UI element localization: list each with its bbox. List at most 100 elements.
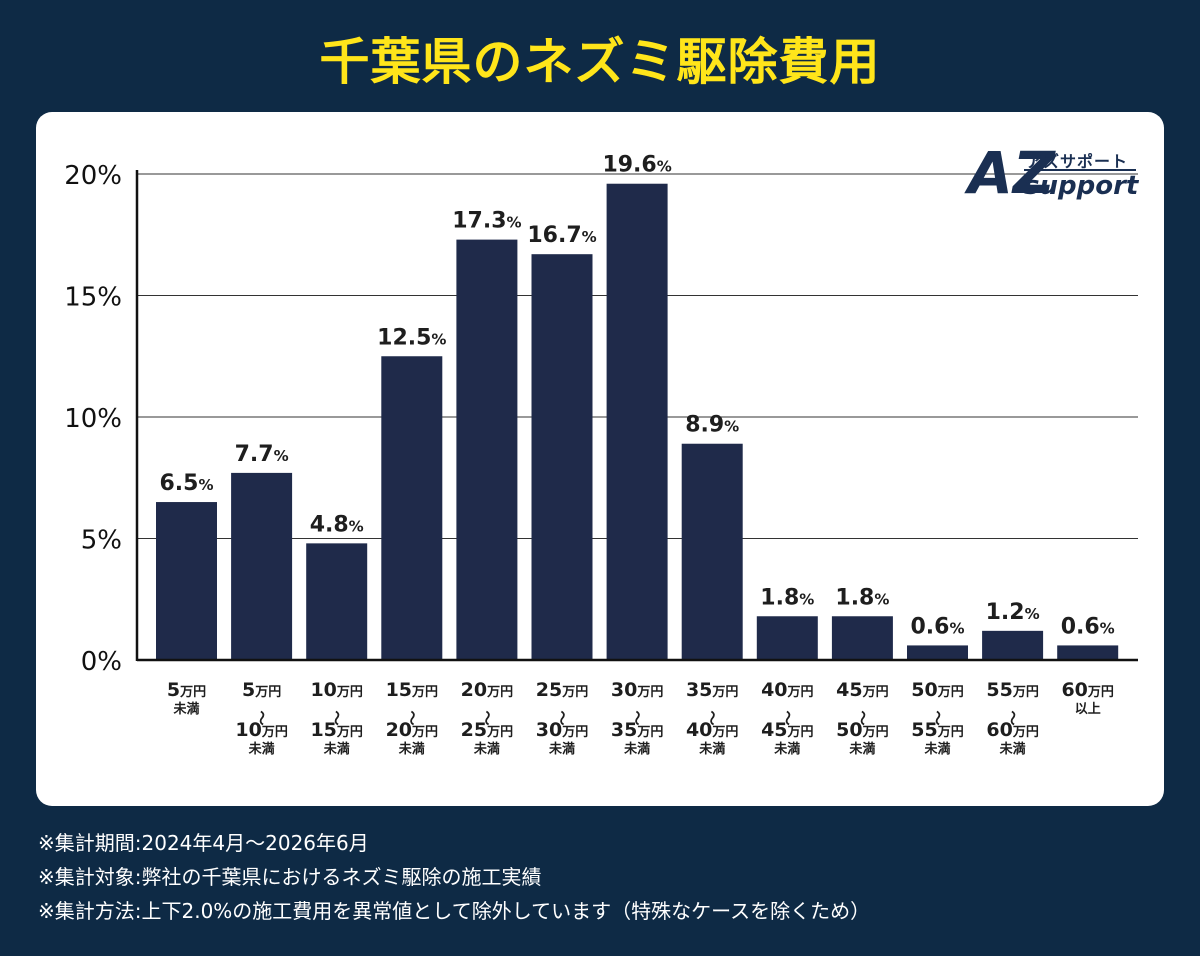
x-category-line: 55万円 <box>986 679 1038 701</box>
x-category-line: 〜 <box>478 710 496 725</box>
x-category-line: 5万円 <box>242 679 281 701</box>
bar-value-label: 1.8% <box>835 585 889 610</box>
x-category-line: 60万円 <box>986 719 1038 741</box>
x-category-line: 〜 <box>778 710 796 725</box>
y-tick-label: 20% <box>64 161 122 191</box>
x-category-line: 50万円 <box>911 679 963 701</box>
x-category-line: 未満 <box>473 741 500 757</box>
bar-value-label: 7.7% <box>235 442 289 467</box>
bar-value-label: 12.5% <box>377 325 446 350</box>
y-tick-label: 15% <box>64 283 122 313</box>
bar <box>156 502 217 660</box>
bar <box>1057 645 1119 660</box>
x-category-line: 25万円 <box>536 679 588 701</box>
x-category-line: 35万円 <box>611 719 663 741</box>
bar <box>531 254 593 660</box>
x-category-line: 〜 <box>929 710 947 725</box>
bar <box>907 645 968 660</box>
x-category-line: 〜 <box>853 710 871 725</box>
x-category-line: 55万円 <box>911 719 963 741</box>
x-category-line: 以上 <box>1075 702 1101 717</box>
x-category-line: 〜 <box>253 710 271 725</box>
note-period: ※集計期間:2024年4月～2026年6月 <box>38 831 369 855</box>
x-category-line: 〜 <box>1004 710 1022 725</box>
note-target: ※集計対象:弊社の千葉県におけるネズミ駆除の施工実績 <box>38 865 542 889</box>
x-category-line: 35万円 <box>686 679 738 701</box>
company-logo: AZ アズサポート support <box>968 138 1138 208</box>
x-category-line: 15万円 <box>386 679 438 701</box>
bar-value-label: 0.6% <box>1061 614 1115 639</box>
x-category-line: 未満 <box>323 741 350 757</box>
x-category-line: 未満 <box>172 701 199 717</box>
bar-value-label: 6.5% <box>159 471 213 496</box>
x-category-line: 未満 <box>623 741 650 757</box>
x-category-line: 30万円 <box>536 719 588 741</box>
bar <box>231 472 293 660</box>
note-method: ※集計方法:上下2.0%の施工費用を異常値として除外しています（特殊なケースを除… <box>38 899 871 923</box>
bar-value-label: 4.8% <box>310 512 364 537</box>
x-category-line: 10万円 <box>235 719 287 741</box>
notes: ※集計期間:2024年4月～2026年6月 ※集計対象:弊社の千葉県におけるネズ… <box>38 826 1168 928</box>
x-category-line: 25万円 <box>461 719 513 741</box>
x-category-line: 45万円 <box>761 719 813 741</box>
bar <box>456 239 518 661</box>
logo-en-text: support <box>1024 171 1139 201</box>
bar-value-label: 0.6% <box>910 614 964 639</box>
x-category-line: 60万円 <box>1061 679 1113 701</box>
x-category-line: 20万円 <box>386 719 438 741</box>
y-tick-label: 10% <box>64 404 122 434</box>
bar-value-label: 1.2% <box>986 600 1040 625</box>
x-category-line: 15万円 <box>310 719 362 741</box>
y-tick-label: 0% <box>81 647 122 677</box>
x-category-line: 未満 <box>999 741 1026 757</box>
logo-mark: AZ <box>968 139 1055 207</box>
x-category-line: 未満 <box>923 741 950 757</box>
bar-value-label: 1.8% <box>760 585 814 610</box>
x-category-line: 〜 <box>553 710 571 725</box>
bar <box>606 183 668 660</box>
bar-value-label: 19.6% <box>602 153 671 178</box>
x-category-line: 〜 <box>328 710 346 725</box>
x-category-line: 40万円 <box>686 719 738 741</box>
x-category-line: 〜 <box>628 710 646 725</box>
y-tick-label: 5% <box>81 526 122 556</box>
bar-value-label: 8.9% <box>685 413 739 438</box>
x-category-line: 30万円 <box>611 679 663 701</box>
x-category-line: 50万円 <box>836 719 888 741</box>
x-category-line: 未満 <box>248 741 275 757</box>
x-category-line: 未満 <box>398 741 425 757</box>
x-category-line: 45万円 <box>836 679 888 701</box>
bar <box>831 616 893 660</box>
x-category-line: 〜 <box>403 710 421 725</box>
bar <box>756 616 818 660</box>
x-category-line: 5万円 <box>167 679 206 701</box>
x-category-line: 40万円 <box>761 679 813 701</box>
x-category-line: 未満 <box>698 741 725 757</box>
chart-panel <box>36 112 1164 806</box>
bar <box>306 543 368 660</box>
bar-value-label: 16.7% <box>527 223 596 248</box>
bar <box>982 630 1044 660</box>
bar-value-label: 17.3% <box>452 209 521 234</box>
logo-rule <box>1024 169 1136 171</box>
x-category-line: 10万円 <box>310 679 362 701</box>
x-category-line: 未満 <box>548 741 575 757</box>
x-category-line: 20万円 <box>461 679 513 701</box>
x-category-line: 未満 <box>848 741 875 757</box>
chart-title: 千葉県のネズミ駆除費用 <box>319 33 881 91</box>
bar <box>381 356 443 660</box>
logo-jp-text: アズサポート <box>1026 152 1129 171</box>
